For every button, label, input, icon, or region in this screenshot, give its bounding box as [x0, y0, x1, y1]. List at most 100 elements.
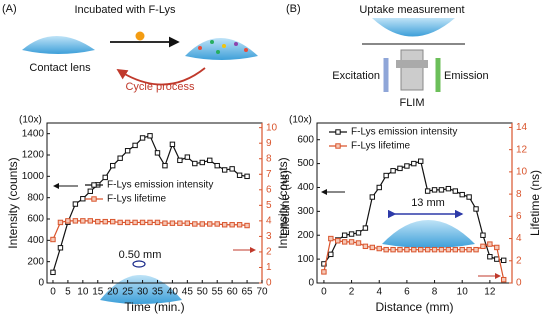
data-point [154, 150, 161, 156]
legend-label: F-Lys lifetime [351, 141, 411, 152]
data-point [335, 238, 341, 244]
y2-tick-label: 0 [266, 278, 272, 289]
data-point [244, 173, 250, 180]
data-point [411, 246, 417, 253]
data-point [87, 218, 93, 224]
y2-tick-label: 8 [516, 189, 522, 200]
y-axis-title: Intensity (counts) [276, 157, 290, 248]
data-point [192, 160, 198, 167]
y-axis-title: Intensity (counts) [6, 157, 20, 248]
data-point [95, 218, 101, 225]
data-point [501, 276, 507, 283]
data-point [124, 219, 131, 226]
y-tick-label: 600 [27, 214, 44, 225]
panel-label: (B) [286, 3, 301, 15]
annotation: Contact lens [29, 62, 91, 74]
x-tick-label: 5 [65, 287, 71, 298]
y2-tick-label: 6 [516, 211, 522, 222]
data-point [480, 243, 486, 250]
x-tick-label: 45 [182, 287, 194, 298]
y-tick-label: 0 [308, 278, 314, 289]
data-point [80, 196, 86, 202]
lens-inset [382, 220, 475, 248]
data-point [424, 246, 431, 253]
y2-tick-label: 10 [516, 167, 528, 178]
y2-tick-label: 9 [266, 138, 272, 149]
data-point [438, 187, 445, 193]
data-point [117, 155, 123, 161]
icon [135, 31, 145, 41]
data-point [214, 162, 220, 169]
data-point [438, 246, 445, 253]
x-axis-title: Distance (mm) [375, 300, 453, 314]
objective [400, 49, 424, 91]
data-point [117, 219, 123, 226]
x-tick-label: 60 [227, 287, 239, 298]
data-point [177, 220, 183, 226]
annotation: Excitation [332, 70, 380, 82]
y2-tick-label: 14 [516, 122, 528, 133]
legend-label: F-Lys emission intensity [351, 127, 457, 138]
contact-lens [22, 36, 95, 54]
y-tick-label: 600 [297, 134, 314, 145]
y-tick-label: 1400 [22, 128, 45, 139]
data-point [355, 240, 362, 246]
y2-tick-label: 0 [516, 278, 522, 289]
data-point [473, 246, 479, 253]
data-point [328, 251, 334, 258]
data-point [487, 241, 493, 247]
data-point [229, 222, 235, 228]
data-point [229, 166, 235, 172]
data-point [177, 157, 183, 164]
legend-label: F-Lys lifetime [107, 194, 167, 205]
legend-marker [91, 196, 97, 202]
data-point [147, 133, 153, 139]
y2-tick-label: 1 [266, 262, 272, 273]
y-tick-label: 500 [297, 158, 314, 169]
data-point [362, 225, 369, 231]
x-tick-label: 35 [152, 287, 164, 298]
annotation: Uptake measurement [359, 4, 464, 16]
y2-tick-label: 2 [516, 255, 522, 266]
annotation: FLIM [399, 97, 424, 109]
data-point [487, 254, 493, 260]
data-point [147, 219, 153, 226]
data-point [139, 219, 146, 226]
loaded-lens [185, 38, 258, 60]
x-tick-label: 40 [167, 287, 179, 298]
data-point [102, 218, 108, 225]
data-point [501, 257, 507, 264]
arrow [116, 67, 206, 86]
data-point [418, 246, 424, 253]
y2-tick-label: 5 [266, 200, 272, 211]
data-point [221, 167, 228, 173]
y2-tick-label: 8 [266, 153, 272, 164]
legend-marker [335, 143, 341, 149]
data-point [466, 246, 472, 253]
data-point [473, 206, 479, 212]
data-point [124, 148, 131, 154]
data-point [390, 246, 396, 253]
data-point [199, 159, 205, 166]
data-point [369, 244, 376, 251]
x-tick-label: 12 [484, 287, 496, 298]
data-point [184, 154, 191, 160]
y2-tick-label: 6 [266, 184, 272, 195]
annotation: Incubated with F-Lys [74, 4, 176, 16]
y-tick-label: 800 [27, 192, 44, 203]
data-point [348, 231, 355, 237]
y2-tick-label: 12 [516, 144, 528, 155]
y-tick-label: 1000 [22, 171, 45, 182]
annotation: 0.50 mm [119, 249, 162, 261]
data-point [80, 218, 86, 224]
annotation: 13 mm [411, 197, 445, 209]
y-multiplier: (10x) [19, 115, 42, 126]
data-point [236, 172, 243, 178]
x-tick-label: 6 [404, 287, 410, 298]
data-point [72, 218, 79, 224]
data-point [162, 162, 168, 169]
x-tick-label: 30 [137, 287, 149, 298]
data-point [452, 246, 458, 253]
marker-ring [132, 260, 146, 268]
data-point [355, 230, 362, 236]
